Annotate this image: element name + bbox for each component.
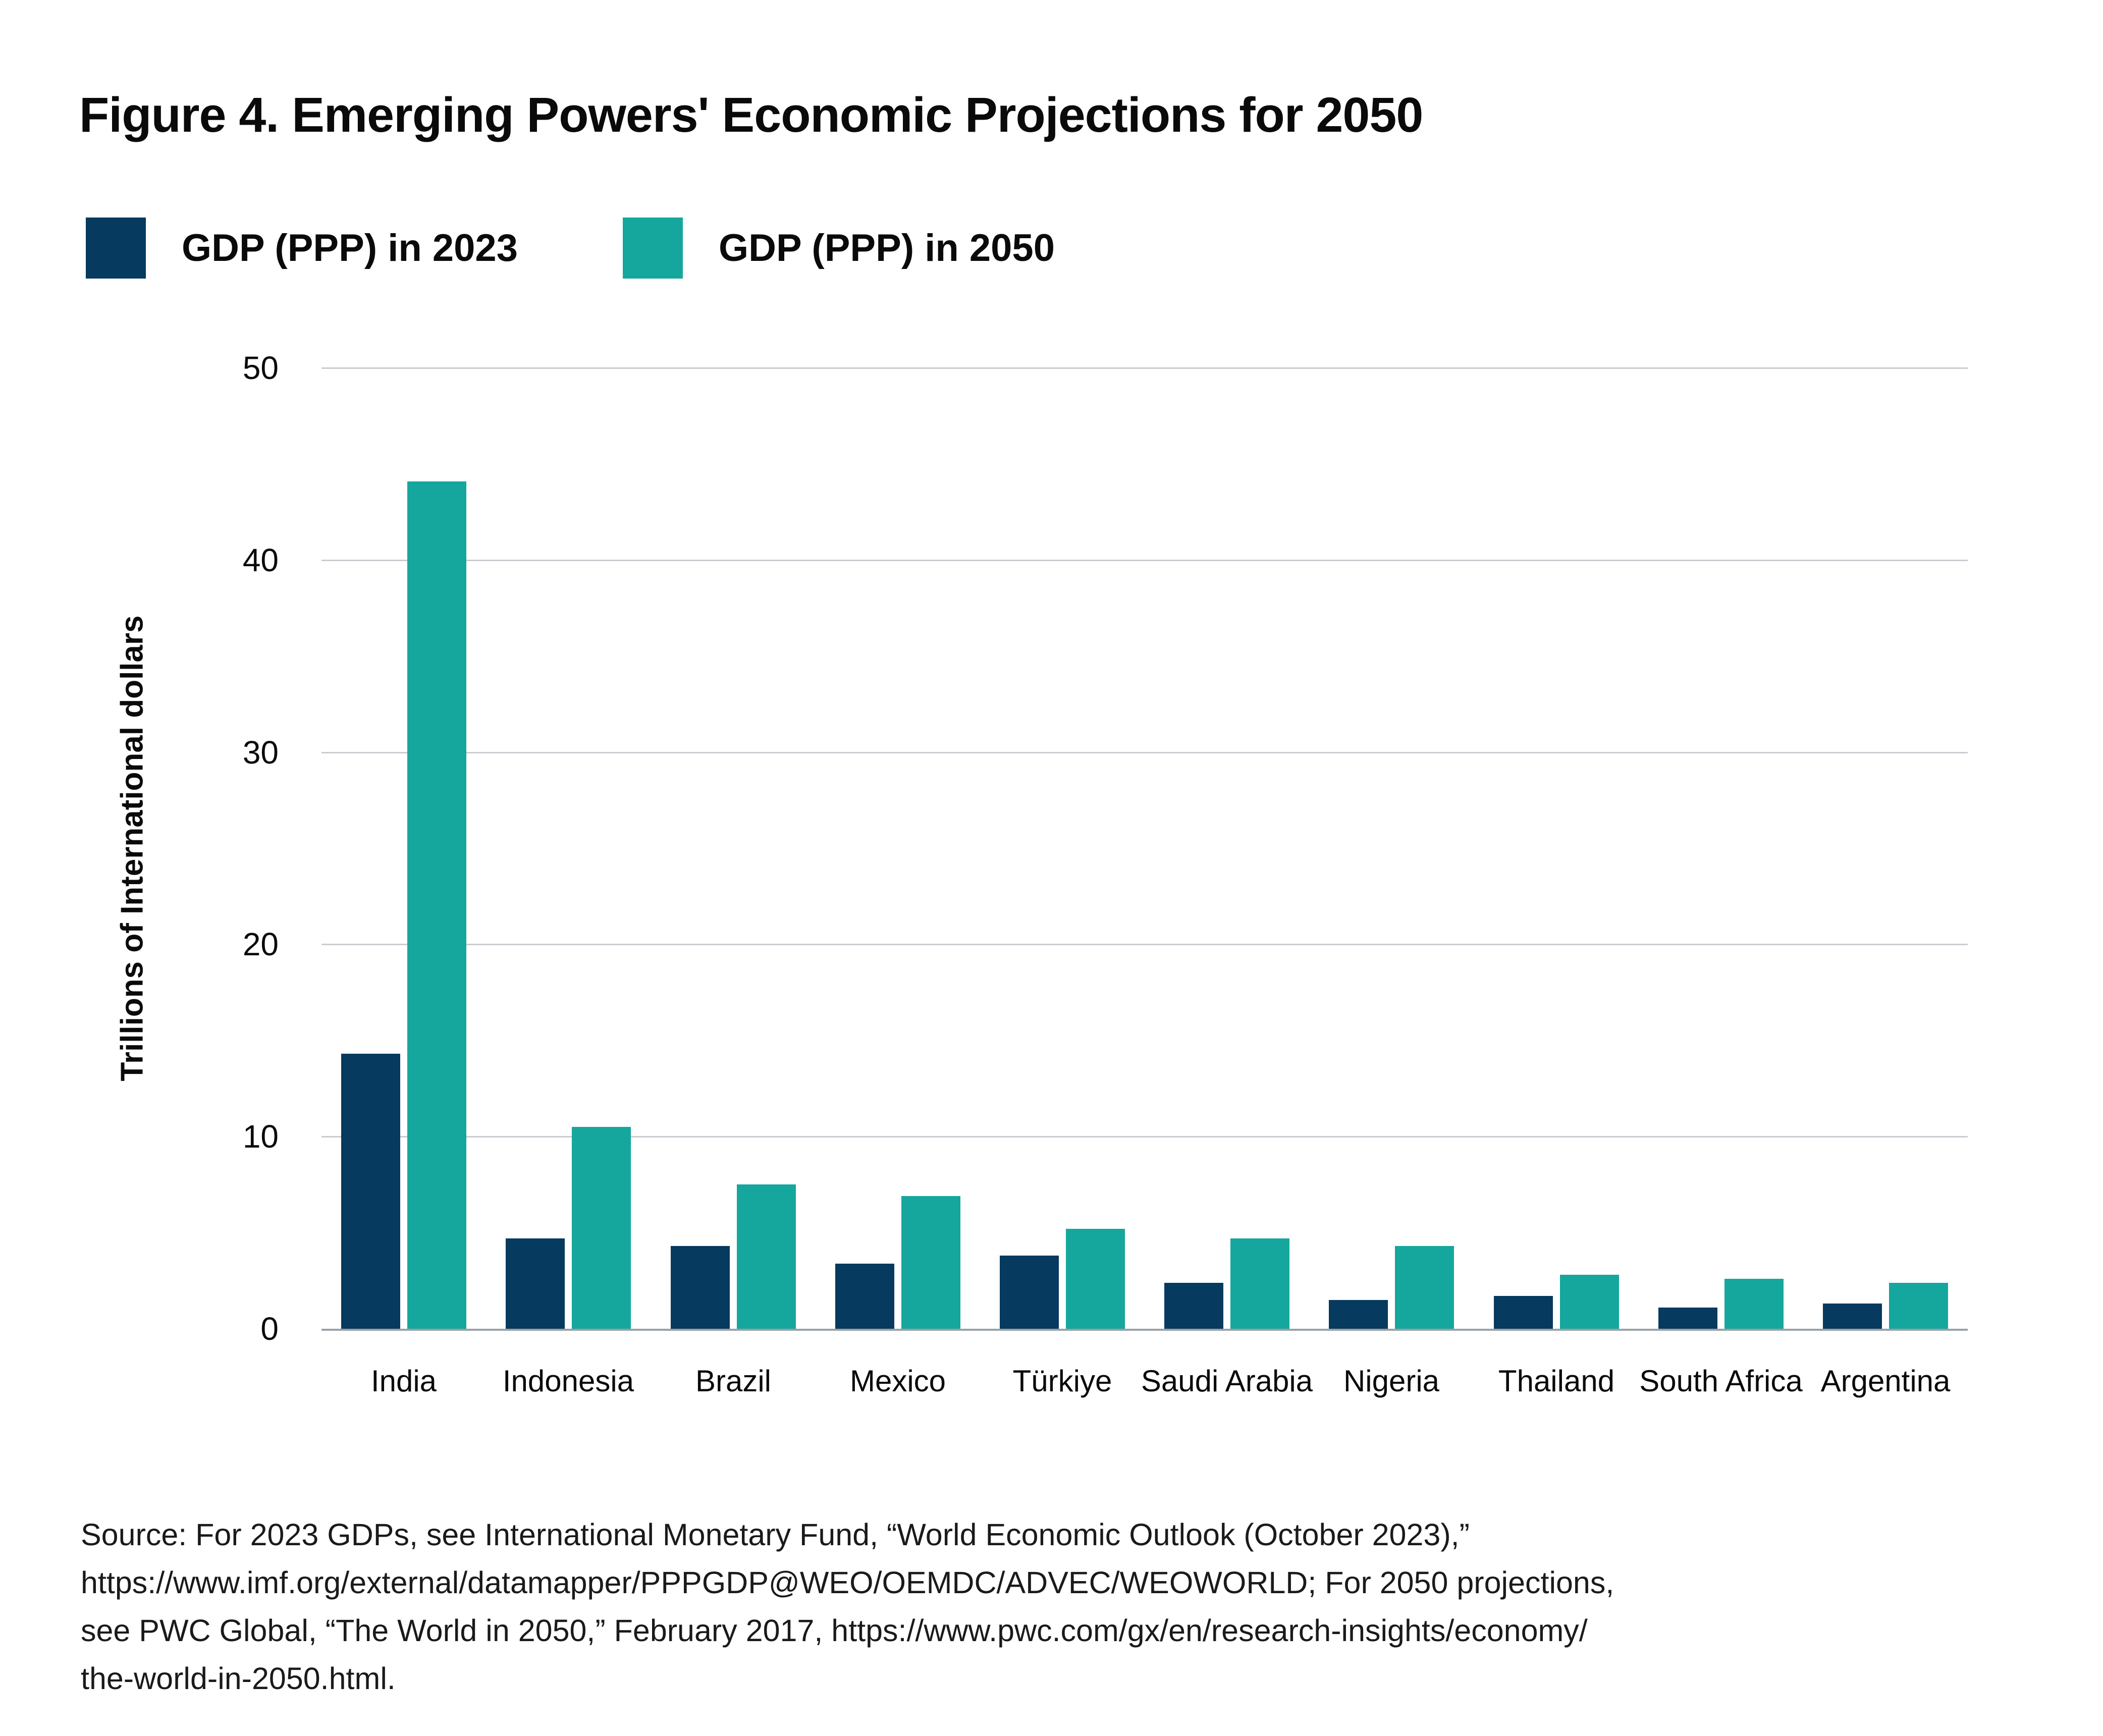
legend-label-2050: GDP (PPP) in 2050 [719, 227, 1055, 269]
bar-thailand-2023 [1494, 1296, 1553, 1329]
legend-item-2023: GDP (PPP) in 2023 [86, 218, 518, 279]
x-axis-label-türkiye: Türkiye [1012, 1364, 1112, 1398]
x-axis-label-south-africa: South Africa [1639, 1364, 1803, 1398]
y-tick-label-30: 30 [242, 734, 279, 771]
x-axis-label-brazil: Brazil [695, 1364, 772, 1398]
gridline-20 [321, 944, 1968, 945]
bar-south-africa-2023 [1658, 1308, 1717, 1329]
source-line: Source: For 2023 GDPs, see International… [81, 1517, 1470, 1552]
bar-saudi-arabia-2050 [1230, 1238, 1289, 1329]
bar-brazil-2050 [737, 1184, 796, 1329]
gridline-40 [321, 560, 1968, 561]
bar-thailand-2050 [1560, 1275, 1619, 1329]
bar-nigeria-2023 [1329, 1300, 1388, 1329]
x-axis-label-indonesia: Indonesia [502, 1364, 634, 1398]
source-line: the-world-in-2050.html. [81, 1661, 396, 1696]
bar-nigeria-2050 [1395, 1246, 1454, 1329]
legend: GDP (PPP) in 2023 GDP (PPP) in 2050 [0, 218, 2103, 279]
y-tick-label-40: 40 [242, 542, 279, 578]
legend-item-2050: GDP (PPP) in 2050 [623, 218, 1055, 279]
source-note: Source: For 2023 GDPs, see International… [81, 1511, 2039, 1703]
bar-mexico-2050 [901, 1196, 960, 1329]
bar-argentina-2050 [1889, 1283, 1948, 1329]
legend-swatch-2050 [623, 218, 683, 279]
figure-title: Figure 4. Emerging Powers' Economic Proj… [79, 87, 1423, 142]
x-axis-label-argentina: Argentina [1820, 1364, 1951, 1398]
y-axis-title: Trillions of International dollars [115, 615, 150, 1081]
y-tick-label-0: 0 [260, 1311, 279, 1347]
x-axis-label-saudi-arabia: Saudi Arabia [1141, 1364, 1313, 1398]
source-line: see PWC Global, “The World in 2050,” Feb… [81, 1613, 1588, 1648]
x-axis-label-mexico: Mexico [849, 1364, 946, 1398]
legend-label-2023: GDP (PPP) in 2023 [182, 227, 518, 269]
y-tick-label-20: 20 [242, 926, 279, 962]
y-tick-label-50: 50 [242, 350, 279, 386]
gridline-10 [321, 1136, 1968, 1137]
legend-swatch-2023 [86, 218, 146, 279]
source-line: https://www.imf.org/external/datamapper/… [81, 1565, 1614, 1600]
bar-brazil-2023 [671, 1246, 730, 1329]
bar-india-2050 [407, 481, 466, 1329]
bar-indonesia-2050 [572, 1127, 631, 1329]
bar-saudi-arabia-2023 [1164, 1283, 1223, 1329]
x-axis-label-thailand: Thailand [1498, 1364, 1615, 1398]
bar-türkiye-2050 [1066, 1229, 1125, 1329]
y-tick-label-10: 10 [242, 1118, 279, 1155]
gridline-50 [321, 367, 1968, 369]
bar-south-africa-2050 [1724, 1279, 1784, 1329]
bar-türkiye-2023 [1000, 1256, 1059, 1329]
gridline-30 [321, 752, 1968, 753]
x-axis-baseline [321, 1329, 1968, 1331]
x-axis-label-nigeria: Nigeria [1343, 1364, 1440, 1398]
bar-argentina-2023 [1823, 1304, 1882, 1329]
plot-area [321, 367, 1968, 1331]
x-axis-labels: India Indonesia Brazil Mexico Türkiye Saudi A… [321, 1364, 1968, 1404]
bar-mexico-2023 [835, 1264, 894, 1329]
y-axis-tick-labels: 0 10 20 30 40 50 [168, 350, 279, 1347]
bar-indonesia-2023 [506, 1238, 565, 1329]
x-axis-label-india: India [370, 1364, 437, 1398]
bar-india-2023 [341, 1054, 400, 1329]
